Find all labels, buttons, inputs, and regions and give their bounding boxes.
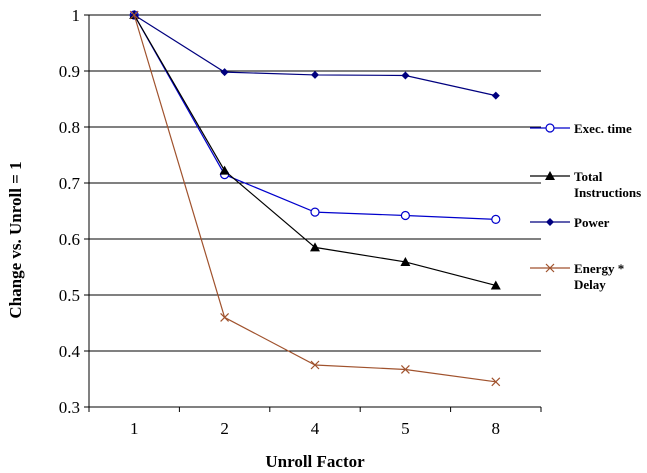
data-point-total-instructions bbox=[310, 242, 320, 252]
data-point-total-instructions bbox=[219, 165, 230, 175]
legend-label: Energy * Delay bbox=[574, 261, 624, 292]
data-point-exec-time bbox=[400, 210, 410, 221]
series-lines bbox=[129, 10, 501, 387]
x-tick-label: 8 bbox=[492, 419, 501, 438]
data-point-energy-delay bbox=[220, 312, 230, 322]
legend-marker bbox=[546, 218, 554, 226]
legend-item-power: Power bbox=[530, 215, 610, 230]
data-point-exec-time bbox=[310, 207, 320, 217]
x-marker-stroke bbox=[545, 263, 555, 273]
legend-item-exec-time: Exec. time bbox=[530, 121, 632, 136]
gridlines bbox=[89, 14, 541, 352]
series-line-exec-time bbox=[133, 14, 496, 220]
x-marker-stroke bbox=[491, 377, 501, 387]
data-point-total-instructions bbox=[490, 280, 501, 290]
legend-label-line: Delay bbox=[574, 277, 606, 292]
y-tick-label: 0.9 bbox=[59, 62, 80, 81]
tick-labels: 0.3 0.4 0.5 0.6 0.7 0.8 0.9 1 1 2 4 5 8 bbox=[59, 6, 500, 438]
legend-label-line: Energy * bbox=[574, 261, 624, 276]
data-point-power bbox=[491, 91, 500, 100]
data-point-energy-delay bbox=[310, 360, 320, 370]
data-point-total-instructions bbox=[400, 256, 411, 266]
data-point-energy-delay bbox=[129, 10, 139, 20]
legend-item-total-instructions: Total Instructions bbox=[530, 169, 641, 200]
x-axis-label: Unroll Factor bbox=[265, 452, 365, 471]
legend: Exec. time Total Instructions Power Energy *… bbox=[530, 121, 641, 292]
legend-marker bbox=[545, 171, 555, 180]
data-point-exec-time bbox=[491, 214, 501, 224]
series-line-energy-delay bbox=[133, 14, 496, 383]
x-marker-stroke bbox=[400, 365, 410, 374]
legend-label: Total Instructions bbox=[574, 169, 641, 200]
x-tick-label: 4 bbox=[311, 419, 320, 438]
x-marker-stroke bbox=[129, 10, 139, 20]
series-exec-time bbox=[129, 10, 501, 224]
y-tick-label: 0.7 bbox=[59, 174, 81, 193]
data-point-energy-delay bbox=[400, 365, 410, 374]
series-line-power bbox=[133, 14, 496, 97]
axes bbox=[84, 14, 542, 412]
y-tick-label: 0.4 bbox=[59, 342, 81, 361]
data-point-power bbox=[311, 70, 319, 79]
legend-marker bbox=[545, 123, 555, 133]
legend-label-line: Instructions bbox=[574, 185, 641, 200]
series-total-instructions bbox=[129, 10, 501, 290]
x-tick-label: 2 bbox=[220, 419, 229, 438]
legend-marker bbox=[545, 263, 555, 273]
y-axis-label: Change vs. Unroll = 1 bbox=[6, 161, 25, 318]
legend-label: Power bbox=[574, 215, 610, 230]
y-tick-label: 1 bbox=[72, 6, 81, 25]
y-tick-label: 0.5 bbox=[59, 286, 80, 305]
legend-label-line: Total bbox=[574, 169, 603, 184]
series-power bbox=[130, 11, 500, 100]
data-point-power bbox=[220, 68, 229, 77]
x-tick-label: 5 bbox=[401, 419, 410, 438]
x-marker-stroke bbox=[310, 360, 320, 370]
series-energy-delay bbox=[129, 10, 501, 387]
data-point-energy-delay bbox=[491, 377, 501, 387]
legend-label: Exec. time bbox=[574, 121, 632, 136]
y-tick-label: 0.6 bbox=[59, 230, 80, 249]
x-tick-label: 1 bbox=[130, 419, 139, 438]
y-tick-label: 0.8 bbox=[59, 118, 80, 137]
legend-item-energy-delay: Energy * Delay bbox=[530, 261, 624, 292]
x-marker-stroke bbox=[220, 312, 230, 322]
y-tick-label: 0.3 bbox=[59, 398, 80, 417]
data-point-power bbox=[401, 71, 410, 80]
